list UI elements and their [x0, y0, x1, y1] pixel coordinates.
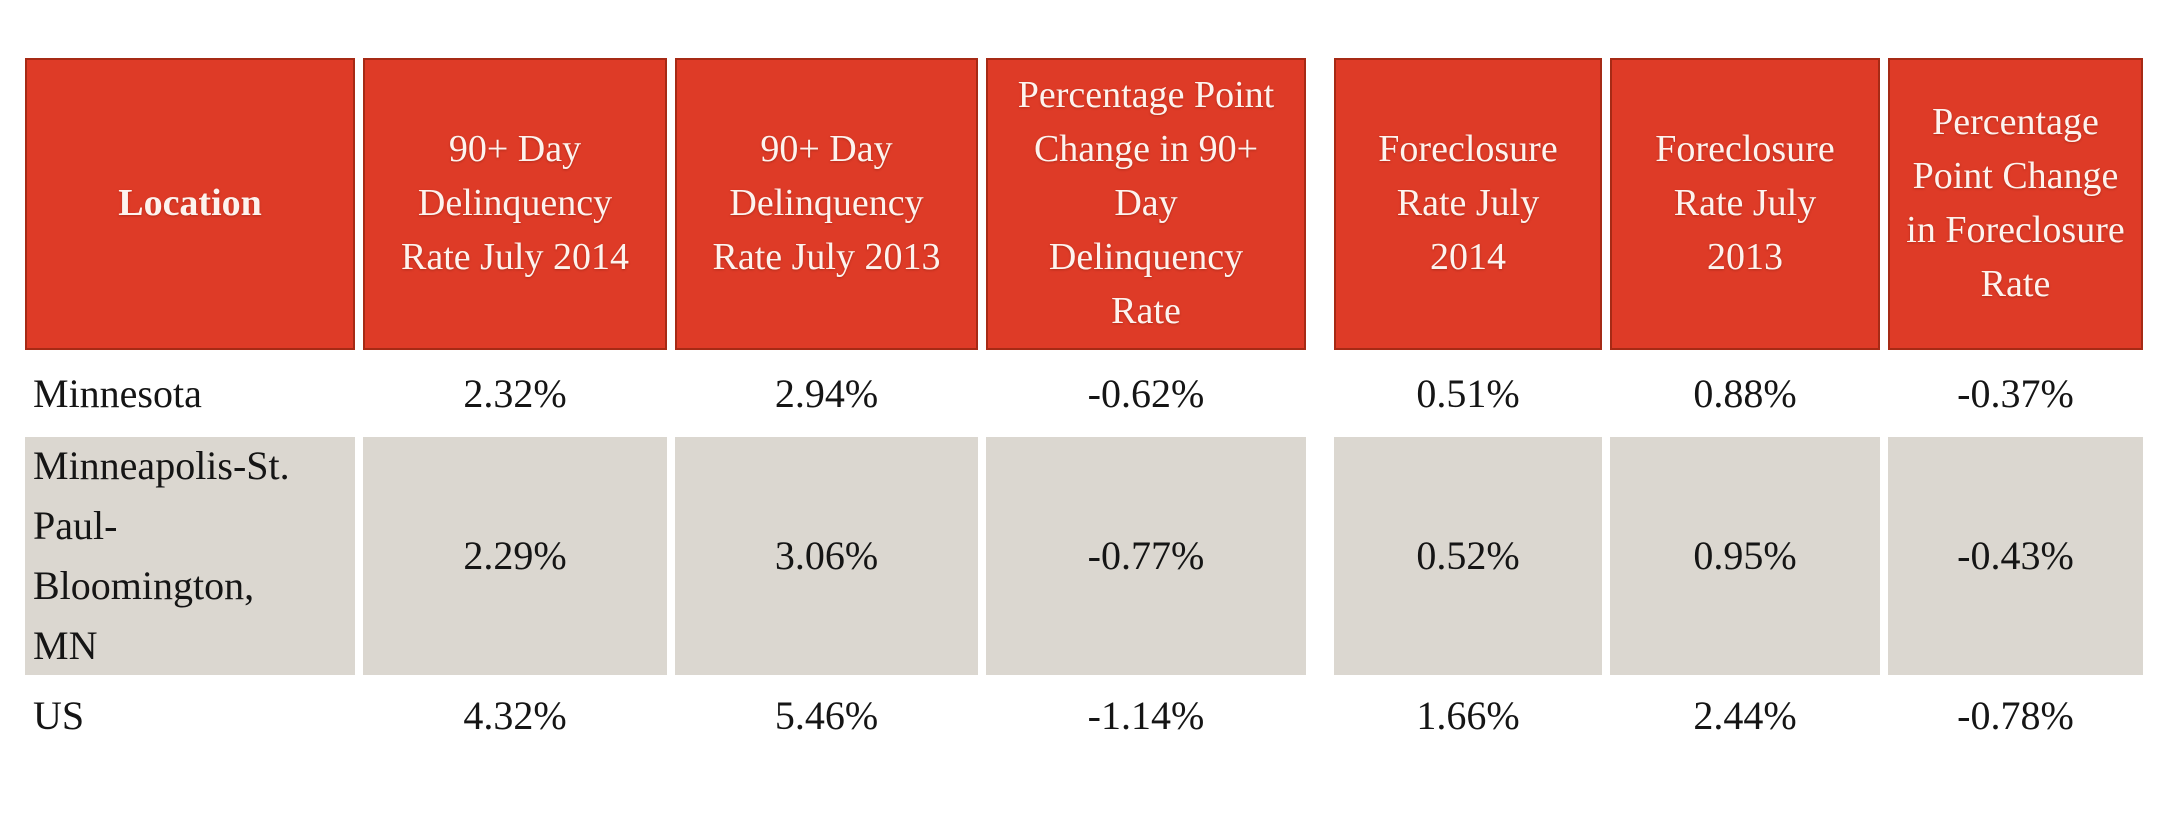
header-cell-delinquency-change: Percentage Point Change in 90+ Day Delin… [986, 58, 1306, 350]
header-cell-foreclosure-change: Percentage Point Change in Foreclosure R… [1888, 58, 2143, 350]
row-msp-delinquency-2014: 2.29% [363, 437, 667, 675]
row-us-delinquency-2014: 4.32% [463, 693, 567, 738]
row-msp-foreclosure-2014: 0.52% [1334, 437, 1602, 675]
header-cell-delinquency-2014: 90+ Day Delinquency Rate July 2014 [363, 58, 667, 350]
row-us-foreclosure-2013: 2.44% [1693, 693, 1797, 738]
row-minnesota-delinquency-2013: 2.94% [774, 370, 879, 416]
row-msp-foreclosure-change: -0.43% [1888, 437, 2143, 675]
row-msp-delinquency-change: -0.77% [986, 437, 1306, 675]
row-minnesota-delinquency-2014: 2.32% [463, 370, 567, 416]
row-msp-foreclosure-2013: 0.95% [1610, 437, 1880, 675]
row-us-delinquency-2013: 5.46% [774, 693, 879, 738]
header-cell-location: Location [25, 58, 355, 350]
delinquency-foreclosure-rates-table: Location 90+ Day Delinquency Rate July 2… [25, 58, 2143, 757]
row-minnesota-location: Minnesota [33, 370, 202, 416]
row-us-location: US [33, 693, 85, 738]
row-minnesota-foreclosure-2014: 0.51% [1416, 370, 1520, 416]
row-minnesota-foreclosure-2013: 0.88% [1693, 370, 1797, 416]
row-us-foreclosure-2014: 1.66% [1416, 693, 1520, 738]
row-minnesota-delinquency-change: -0.62% [1087, 370, 1205, 416]
row-us-delinquency-change: -1.14% [1087, 693, 1205, 738]
row-us-foreclosure-change: -0.78% [1957, 693, 2074, 738]
row-minnesota-foreclosure-change: -0.37% [1957, 370, 2074, 416]
header-cell-delinquency-2013: 90+ Day Delinquency Rate July 2013 [675, 58, 978, 350]
row-msp-location: Minneapolis-St. Paul- Bloomington, MN [25, 437, 355, 675]
header-cell-foreclosure-2013: Foreclosure Rate July 2013 [1610, 58, 1880, 350]
header-cell-foreclosure-2014: Foreclosure Rate July 2014 [1334, 58, 1602, 350]
row-msp-delinquency-2013: 3.06% [675, 437, 978, 675]
